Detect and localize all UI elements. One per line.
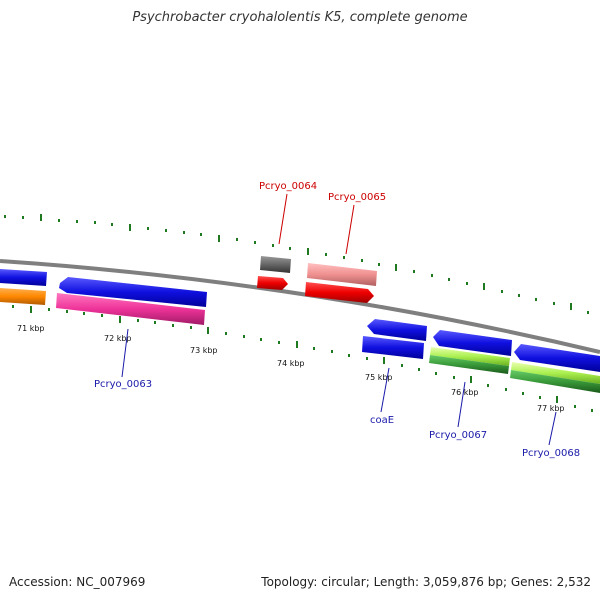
gene-arrow-blue-left[interactable] [0,269,47,286]
scale-label-74kbp: 74 kbp [277,359,305,368]
gene-block-pcryo-0068-lime[interactable] [511,362,600,384]
gene-block-coae[interactable] [362,336,424,359]
gene-block-pcryo-0068-green[interactable] [510,370,600,393]
gene-label-pcryo-0067[interactable]: Pcryo_0067 [429,430,487,441]
scale-label-76kbp: 76 kbp [451,388,479,397]
gene-label-pcryo-0068[interactable]: Pcryo_0068 [522,448,580,459]
scale-label-77kbp: 77 kbp [537,404,565,413]
gene-label-coae[interactable]: coaE [370,415,394,426]
gene-block-pcryo-0064-upper[interactable] [260,256,291,273]
topology-value: circular [321,575,366,589]
gene-block-pcryo-0065-upper[interactable] [307,263,377,286]
length-value: 3,059,876 bp [422,575,503,589]
genes-value: 2,532 [556,575,591,589]
genome-stats: Topology: circular; Length: 3,059,876 bp… [261,575,591,589]
scale-label-75kbp: 75 kbp [365,373,393,382]
gene-arrow-red-0065[interactable] [305,282,374,303]
outer-tick-row [4,214,589,314]
genome-backbone [0,259,600,354]
leader-pcryo-0068 [548,411,557,446]
gene-label-pcryo-0063[interactable]: Pcryo_0063 [94,379,152,390]
leader-pcryo-0063 [121,328,129,378]
gene-block-pcryo-0067-green[interactable] [429,355,509,374]
accession-label: Accession: [9,575,73,589]
scale-label-71kbp: 71 kbp [17,324,45,333]
upper-feature-row [0,256,377,307]
leader-coae [380,367,390,413]
lower-feature-row [0,288,600,393]
gene-arrow-pcryo-0067-upper[interactable] [433,330,512,356]
gene-block-orange[interactable] [0,288,46,305]
gene-arrow-coae-upper[interactable] [367,319,427,341]
genes-label: Genes: [510,575,553,589]
inner-tick-row [12,305,593,412]
gene-label-pcryo-0064[interactable]: Pcryo_0064 [259,181,317,192]
leader-pcryo-0064 [278,193,288,245]
length-label: Length: [373,575,420,589]
gene-arrow-red-0064[interactable] [257,276,288,290]
gene-block-pcryo-0063[interactable] [56,293,205,325]
scale-label-72kbp: 72 kbp [104,334,132,343]
map-title: Psychrobacter cryohalolentis K5, complet… [132,10,468,25]
topology-label: Topology: [261,575,318,589]
gene-block-pcryo-0067-lime[interactable] [430,347,510,366]
leader-pcryo-0067 [457,381,466,428]
scale-label-73kbp: 73 kbp [190,346,218,355]
gene-arrow-pcryo-0062[interactable] [59,277,207,307]
leader-pcryo-0065 [345,204,355,255]
accession-info: Accession: NC_007969 [9,575,145,589]
accession-value: NC_007969 [76,575,146,589]
gene-label-pcryo-0065[interactable]: Pcryo_0065 [328,192,386,203]
gene-arrow-pcryo-0068-upper[interactable] [514,344,600,372]
